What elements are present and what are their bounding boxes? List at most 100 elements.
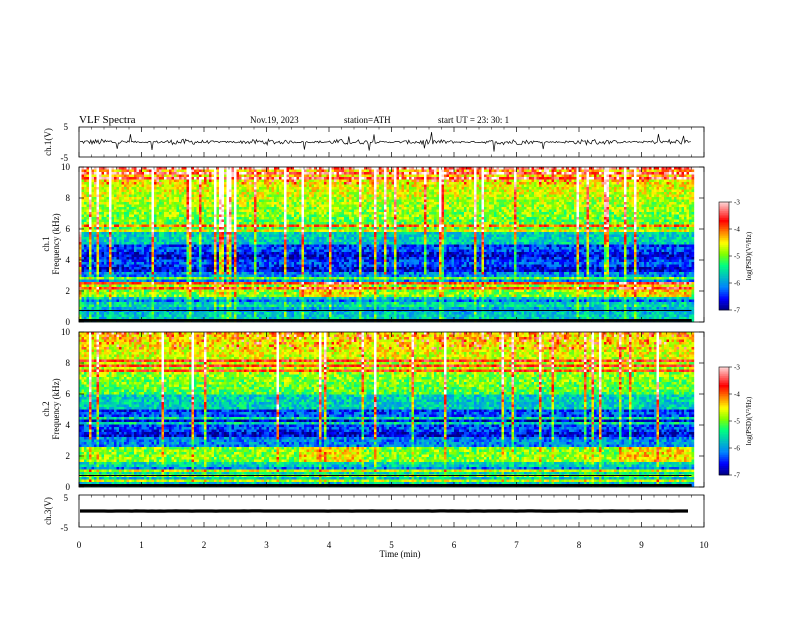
colorbar-segment [719, 432, 729, 434]
colorbar-segment [719, 461, 729, 463]
colorbar-segment [719, 292, 729, 294]
xtick-label: 10 [700, 540, 710, 550]
colorbar-segment [719, 385, 729, 387]
colorbar-segment [719, 468, 729, 470]
colorbar-segment [719, 225, 729, 227]
colorbar-tick-label: -4 [734, 391, 740, 399]
ytick-label: 2 [66, 451, 71, 461]
colorbar-tick-label: -5 [734, 418, 740, 426]
xtick-label: 2 [202, 540, 207, 550]
colorbar-segment [719, 466, 729, 468]
colorbar-segment [719, 453, 729, 455]
colorbar-segment [719, 470, 729, 472]
colorbar-segment [719, 425, 729, 427]
ytick-label: 8 [66, 193, 71, 203]
ytick-label: 0 [66, 482, 71, 492]
colorbar-segment [719, 381, 729, 383]
colorbar-segment [719, 281, 729, 283]
colorbar-tick-label: -4 [734, 226, 740, 234]
colorbar-label: log(PSD)(V²/Hz) [745, 231, 753, 280]
colorbar-segment [719, 283, 729, 285]
colorbar-segment [719, 455, 729, 457]
colorbar-segment [719, 392, 729, 394]
colorbar-segment [719, 410, 729, 412]
colorbar-segment [719, 227, 729, 229]
colorbar-segment [719, 263, 729, 265]
colorbar-tick-label: -6 [734, 280, 740, 288]
colorbar-segment [719, 450, 729, 452]
colorbar-segment [719, 297, 729, 299]
ch1-spectrogram-ylabel-frequency: Frequency (kHz) [51, 213, 61, 274]
colorbar-segment [719, 407, 729, 409]
colorbar-segment [719, 434, 729, 436]
colorbar-segment [719, 251, 729, 253]
colorbar-segment [719, 443, 729, 445]
ytick-label: 6 [66, 389, 71, 399]
ytick-label: 4 [66, 255, 71, 265]
colorbar-segment [719, 437, 729, 439]
colorbar-segment [719, 401, 729, 403]
colorbar-segment [719, 412, 729, 414]
colorbar-segment [719, 258, 729, 260]
colorbar-segment [719, 452, 729, 454]
colorbar-segment [719, 448, 729, 450]
header-date: Nov.19, 2023 [250, 115, 299, 125]
colorbar-segment [719, 421, 729, 423]
ch1-waveform-ylabel: ch.1(V) [43, 128, 53, 156]
colorbar-tick-label: -6 [734, 445, 740, 453]
colorbar-segment [719, 416, 729, 418]
colorbar-segment [719, 419, 729, 421]
colorbar-segment [719, 224, 729, 226]
colorbar-segment [719, 296, 729, 298]
colorbar-segment [719, 446, 729, 448]
colorbar-label: log(PSD)(V²/Hz) [745, 396, 753, 445]
colorbar-segment [719, 372, 729, 374]
colorbar-segment [719, 299, 729, 301]
colorbar-segment [719, 272, 729, 274]
colorbar-segment [719, 301, 729, 303]
colorbar-segment [719, 236, 729, 238]
colorbar-tick-label: -5 [734, 253, 740, 261]
ch1-waveform-line [80, 132, 691, 152]
colorbar-segment [719, 229, 729, 231]
colorbar-segment [719, 252, 729, 254]
colorbar-segment [719, 206, 729, 208]
colorbar-segment [719, 396, 729, 398]
ytick-label: 0 [66, 317, 71, 327]
colorbar-segment [719, 240, 729, 242]
colorbar-segment [719, 369, 729, 371]
colorbar-segment [719, 426, 729, 428]
colorbar-segment [719, 464, 729, 466]
colorbar-segment [719, 207, 729, 209]
ch3-waveform-panel: 5 -5 ch.3(V) [43, 493, 704, 533]
colorbar-segment [719, 371, 729, 373]
colorbar-segment [719, 290, 729, 292]
ch3-waveform-ylabel: ch.3(V) [43, 497, 53, 525]
colorbar-segment [719, 220, 729, 222]
colorbar-segment [719, 234, 729, 236]
colorbar-segment [719, 303, 729, 305]
colorbar-segment [719, 430, 729, 432]
xtick-label: 0 [77, 540, 82, 550]
colorbar-segment [719, 233, 729, 235]
ch2-spectrogram-ylabel-frequency: Frequency (kHz) [51, 378, 61, 439]
xtick-label: 1 [139, 540, 144, 550]
ch2-spectrogram-image [79, 332, 694, 487]
colorbar-segment [719, 378, 729, 380]
xtick-label: 7 [514, 540, 519, 550]
colorbar-segment [719, 209, 729, 211]
ch1-spectrogram-ylabel-channel: ch.1 [41, 236, 51, 251]
colorbar-tick-label: -7 [734, 472, 740, 480]
colorbar-segment [719, 247, 729, 249]
colorbar-segment [719, 218, 729, 220]
colorbar-segment [719, 471, 729, 473]
colorbar-segment [719, 231, 729, 233]
colorbar-segment [719, 462, 729, 464]
figure-title: VLF Spectra [79, 114, 136, 126]
header-station: station=ATH [344, 115, 391, 125]
colorbar-segment [719, 389, 729, 391]
colorbar-segment [719, 439, 729, 441]
colorbar-segment [719, 288, 729, 290]
colorbar-segment [719, 215, 729, 217]
